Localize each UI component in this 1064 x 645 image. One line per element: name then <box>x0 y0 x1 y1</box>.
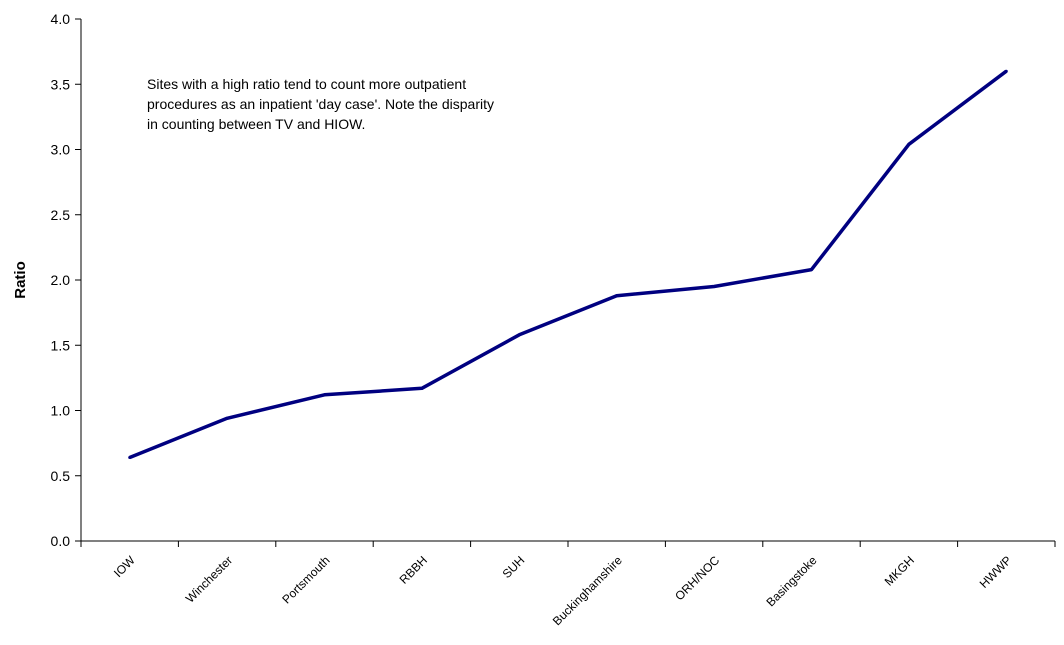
chart-axes <box>75 18 1056 547</box>
data-point <box>1004 69 1008 73</box>
data-point <box>810 268 813 272</box>
x-tick-label: Portsmouth <box>279 553 332 606</box>
x-tick-label: HWWP <box>977 553 1015 591</box>
x-tick-label: Basingstoke <box>763 553 819 609</box>
x-tick-label: MKGH <box>882 553 917 588</box>
y-tick-label: 4.0 <box>51 11 71 27</box>
y-tick-label: 3.0 <box>51 142 71 158</box>
y-tick-label: 1.0 <box>51 403 71 419</box>
data-point <box>712 285 716 289</box>
x-tick-label: ORH/NOC <box>672 553 722 603</box>
y-tick-label: 0.0 <box>51 533 71 549</box>
y-axis-title: Ratio <box>12 261 29 299</box>
data-point <box>907 142 911 146</box>
y-tick-label: 3.5 <box>51 76 71 92</box>
x-tick-label: Buckinghamshire <box>550 553 625 628</box>
data-point <box>225 416 229 420</box>
y-tick-label: 1.5 <box>51 337 71 353</box>
y-tick-label: 2.5 <box>51 207 71 223</box>
data-point <box>517 333 521 337</box>
x-tick-label: SUH <box>500 553 528 581</box>
x-tick-label: IOW <box>111 553 138 580</box>
y-tick-label: 2.0 <box>51 272 71 288</box>
chart-annotation: Sites with a high ratio tend to count mo… <box>147 76 494 132</box>
chart-series <box>128 69 1008 460</box>
x-tick-label: Winchester <box>183 553 235 605</box>
data-point <box>420 386 424 390</box>
y-tick-label: 0.5 <box>51 468 71 484</box>
x-tick-label: RBBH <box>397 553 430 586</box>
data-point <box>323 393 326 397</box>
data-point <box>128 455 132 459</box>
series-line <box>129 69 1008 460</box>
data-point <box>615 294 619 298</box>
